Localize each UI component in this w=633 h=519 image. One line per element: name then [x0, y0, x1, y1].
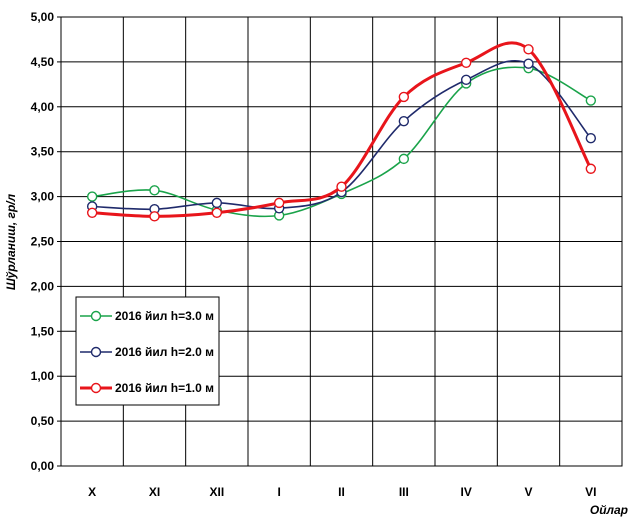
- data-point: [273, 197, 285, 209]
- x-tick-label: XII: [209, 485, 224, 499]
- data-point: [460, 57, 472, 68]
- y-tick-label: 5,00: [31, 10, 55, 24]
- data-point: [336, 181, 347, 192]
- data-point: [460, 74, 472, 86]
- x-axis-title: Ойлар: [590, 503, 628, 517]
- legend-entry: 2016 йил h=2.0 м: [80, 345, 214, 359]
- legend-swatch-marker: [90, 346, 102, 358]
- x-tick-label: XI: [149, 485, 160, 499]
- y-tick-label: 3,00: [31, 190, 55, 204]
- x-tick-label: I: [277, 485, 280, 499]
- series-group: [86, 41, 597, 222]
- data-point: [211, 197, 223, 209]
- y-tick-label: 3,50: [31, 145, 55, 159]
- x-tick-label: III: [399, 485, 409, 499]
- y-tick-label: 0,00: [31, 459, 55, 473]
- legend-label: 2016 йил h=3.0 м: [115, 309, 214, 323]
- legend-label: 2016 йил h=1.0 м: [115, 381, 214, 395]
- legend-swatch-marker: [90, 382, 102, 394]
- data-point: [585, 133, 597, 144]
- data-point: [585, 95, 597, 106]
- x-tick-label: X: [88, 485, 96, 499]
- legend-swatch-marker: [90, 310, 102, 322]
- y-tick-label: 0,50: [31, 414, 55, 428]
- data-point: [398, 153, 410, 165]
- legend: 2016 йил h=3.0 м 2016 йил h=2.0 м 2016 йил…: [75, 296, 220, 406]
- legend-entry: 2016 йил h=1.0 м: [80, 381, 214, 395]
- data-point: [149, 185, 160, 196]
- x-tick-label: VI: [585, 485, 596, 499]
- series-3: [86, 41, 597, 222]
- plot-frame: [60, 16, 623, 467]
- y-axis-ticks: 0,00 0,50 1,00 1,50 2,00 2,50 3,00 3,50 4,00 4,50…: [31, 10, 61, 473]
- y-axis-title: Шўрланиш, гр/л: [4, 193, 18, 290]
- x-axis-ticks: X XI XII I II III IV V VI: [88, 485, 596, 499]
- data-point: [86, 207, 98, 218]
- data-point: [86, 191, 98, 202]
- data-point: [398, 91, 410, 103]
- y-tick-label: 2,50: [31, 235, 55, 249]
- data-point: [149, 211, 160, 222]
- data-point: [398, 115, 410, 127]
- x-tick-label: V: [524, 485, 532, 499]
- data-point: [211, 207, 223, 218]
- y-tick-label: 4,50: [31, 55, 55, 69]
- y-tick-label: 4,00: [31, 100, 55, 114]
- data-point: [523, 58, 534, 69]
- y-tick-label: 1,50: [31, 324, 55, 338]
- y-tick-label: 2,00: [31, 279, 55, 293]
- series-line: [92, 66, 592, 218]
- legend-label: 2016 йил h=2.0 м: [115, 345, 214, 359]
- y-tick-label: 1,00: [31, 369, 55, 383]
- x-tick-label: II: [338, 485, 345, 499]
- legend-entry: 2016 йил h=3.0 м: [80, 309, 214, 323]
- x-tick-label: IV: [460, 485, 471, 499]
- data-point: [523, 44, 534, 55]
- data-point: [585, 163, 597, 174]
